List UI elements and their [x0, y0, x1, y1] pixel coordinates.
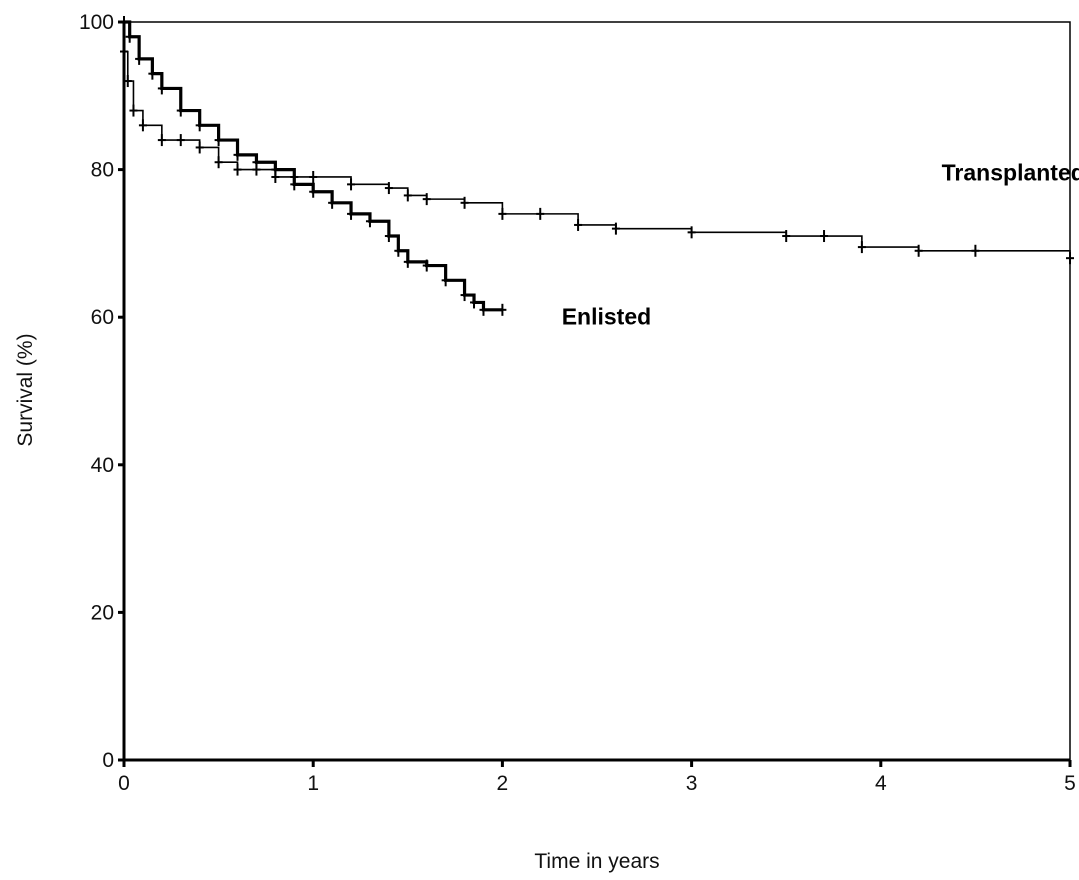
y-axis: 0 20 40 60 80 100 — [79, 11, 124, 772]
x-tick-label: 5 — [1064, 772, 1076, 795]
enlisted-censor-mark — [470, 296, 479, 309]
transplanted-censor-mark — [857, 241, 866, 254]
transplanted-censor-mark — [176, 134, 185, 147]
enlisted-censor-mark — [479, 303, 488, 316]
enlisted-censor-mark — [195, 119, 204, 132]
annotation-layer: Transplanted Enlisted — [562, 160, 1079, 330]
transplanted-censor-mark — [460, 196, 469, 209]
transplanted-censor-mark — [157, 134, 166, 147]
transplanted-censor-mark — [422, 193, 431, 206]
transplanted-censor-mark — [403, 189, 412, 202]
enlisted-censor-mark — [148, 67, 157, 80]
transplanted-censor-mark — [384, 182, 393, 195]
plot-border — [123, 21, 1071, 761]
enlisted-censor-mark — [120, 16, 128, 28]
y-tick-label: 100 — [79, 11, 114, 34]
x-tick-label: 0 — [118, 772, 130, 795]
transplanted-censor-mark — [309, 170, 318, 183]
y-tick-label: 20 — [91, 601, 114, 624]
x-tick-label: 2 — [497, 772, 509, 795]
transplanted-censor-mark — [971, 244, 980, 257]
y-tick-label: 40 — [91, 454, 114, 477]
y-tick-label: 0 — [102, 749, 114, 772]
enlisted-censor-mark — [135, 52, 144, 65]
enlisted-curve — [124, 20, 503, 312]
transplanted-censor-mark — [536, 207, 545, 220]
enlisted-censor-mark — [403, 255, 412, 268]
plot-frame — [122, 21, 1071, 762]
enlisted-censor-mark — [233, 148, 242, 161]
transplanted-censor-mark — [195, 141, 204, 154]
enlisted-censor-mark — [176, 104, 185, 117]
y-tick-label: 60 — [91, 306, 114, 329]
transplanted-censor-mark — [123, 75, 132, 88]
enlisted-censor-mark — [271, 163, 280, 176]
enlisted-censor-mark — [384, 230, 393, 243]
enlisted-censor-mark — [125, 30, 134, 43]
transplanted-censor-mark — [138, 119, 147, 132]
enlisted-censor-mark — [365, 215, 374, 228]
x-tick-label: 1 — [307, 772, 319, 795]
x-tick-label: 3 — [686, 772, 698, 795]
transplanted-censor-mark — [687, 226, 696, 239]
transplanted-censor-mark — [347, 178, 356, 191]
y-tick-label: 80 — [91, 159, 114, 182]
transplanted-censor-mark — [214, 156, 223, 169]
enlisted-censor-mark — [157, 82, 166, 95]
enlisted-label: Enlisted — [562, 304, 651, 330]
transplanted-censor-mark — [233, 163, 242, 176]
series-layer — [120, 16, 1074, 316]
enlisted-censor-mark — [441, 274, 450, 287]
x-axis: 0 1 2 3 4 5 — [118, 760, 1076, 795]
enlisted-censor-mark — [328, 196, 337, 209]
transplanted-censor-mark — [120, 45, 128, 58]
y-axis-title: Survival (%) — [14, 333, 37, 446]
transplanted-censor-mark — [1066, 252, 1074, 265]
enlisted-censor-mark — [422, 259, 431, 272]
enlisted-censor-mark — [394, 244, 403, 257]
enlisted-censor-mark — [252, 156, 261, 169]
transplanted-label: Transplanted — [942, 160, 1079, 186]
transplanted-censor-mark — [782, 230, 791, 243]
transplanted-censor-mark — [574, 218, 583, 231]
transplanted-censor-mark — [498, 207, 507, 220]
enlisted-censor-mark — [498, 303, 507, 316]
transplanted-censor-mark — [914, 244, 923, 257]
enlisted-censor-mark — [460, 289, 469, 302]
enlisted-censor-mark — [347, 207, 356, 220]
transplanted-curve — [124, 50, 1071, 259]
enlisted-censor-mark — [214, 134, 223, 147]
transplanted-censor-mark — [611, 222, 620, 235]
x-tick-label: 4 — [875, 772, 887, 795]
enlisted-censor-mark — [309, 185, 318, 198]
transplanted-censor-mark — [820, 230, 829, 243]
enlisted-censor-mark — [290, 178, 299, 191]
transplanted-censor-mark — [129, 104, 138, 117]
x-axis-title: Time in years — [534, 850, 659, 873]
